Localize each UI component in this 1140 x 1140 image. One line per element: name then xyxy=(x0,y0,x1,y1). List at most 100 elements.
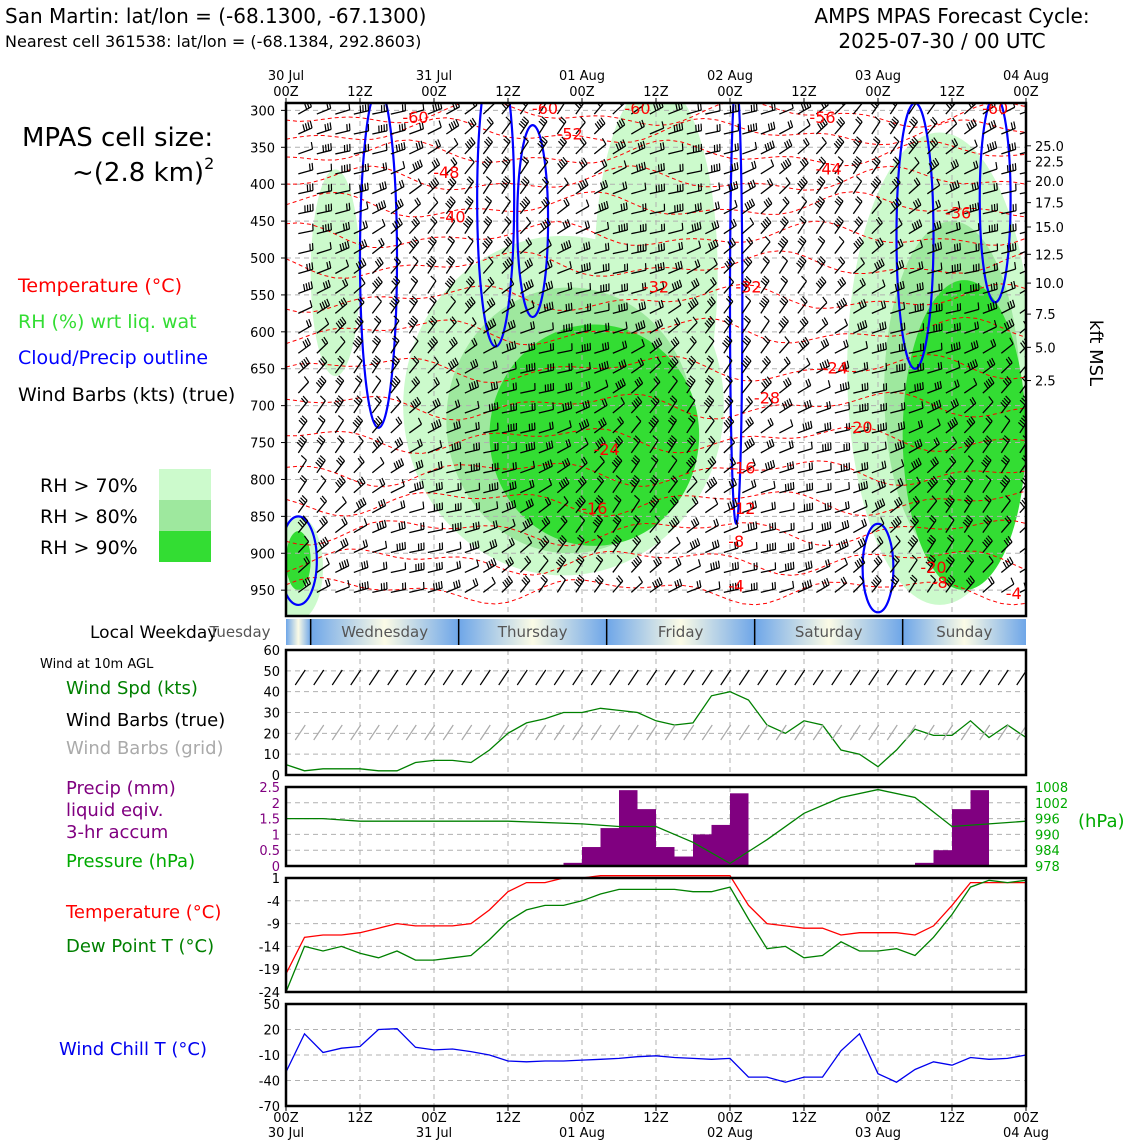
wind-barb xyxy=(575,121,586,135)
panel-y-tick: 30 xyxy=(263,707,280,722)
legend-rh: RH (%) wrt liq. wat xyxy=(18,311,197,333)
wind-barb-feather xyxy=(1003,539,1009,547)
wind-barb-feather xyxy=(505,116,512,123)
wind-barb-feather xyxy=(564,476,570,484)
wind-barb-feather xyxy=(970,103,974,107)
wind-barb-feather xyxy=(373,419,380,427)
surface-wind-barb-grid xyxy=(942,724,954,741)
wind-barb-feather xyxy=(508,575,513,583)
wind-barb-feather xyxy=(911,517,918,524)
wind-barb-feather xyxy=(748,439,753,446)
wind-barb-feather xyxy=(649,479,656,486)
wind-barb-feather xyxy=(624,340,628,348)
wind-barb-feather xyxy=(892,519,898,527)
wind-barb-feather xyxy=(483,160,490,167)
wind-barb-feather xyxy=(896,262,900,270)
wind-barb-feather xyxy=(669,360,676,367)
wind-barb-feather xyxy=(616,121,621,129)
wind-barb xyxy=(686,400,696,414)
wind-barb-feather xyxy=(578,422,583,430)
wind-barb-feather xyxy=(355,337,362,344)
wind-barb-feather xyxy=(447,277,454,284)
bottom-time-label: 12Z xyxy=(791,1111,817,1126)
wind-barb-feather xyxy=(709,435,716,442)
wind-barb xyxy=(963,460,974,474)
wind-barb-feather xyxy=(740,362,747,368)
surface-wind-barb-true xyxy=(535,669,547,686)
wind-barb-feather xyxy=(594,519,600,525)
wind-barb xyxy=(779,508,795,514)
wind-barb-feather xyxy=(597,574,604,581)
wind-barb-feather xyxy=(299,519,305,526)
wind-barb-feather xyxy=(362,258,367,265)
wind-barb-feather xyxy=(640,141,644,149)
wind-barb-feather xyxy=(354,320,361,327)
wind-barb xyxy=(1019,289,1026,295)
wind-barb-feather xyxy=(1018,421,1024,428)
wind-barb-feather xyxy=(746,256,753,263)
wind-barb-feather xyxy=(607,341,610,349)
wind-barb-feather xyxy=(650,499,656,506)
wind-barb-feather xyxy=(400,458,405,466)
wind-barb xyxy=(908,407,924,414)
top-time-label: 00Z xyxy=(569,85,595,100)
wind-barb xyxy=(889,223,903,235)
wind-barb-feather xyxy=(916,476,921,484)
wind-barb xyxy=(556,183,569,195)
wind-barb-feather xyxy=(636,555,643,562)
wind-barb-feather xyxy=(902,440,905,448)
wind-barb-feather xyxy=(694,204,697,212)
wind-barb-feather xyxy=(846,519,850,528)
temperature-contour-label: -24 xyxy=(594,440,620,459)
wind-barb-feather xyxy=(302,341,307,348)
wind-barb-feather xyxy=(706,397,713,404)
wind-barb-feather xyxy=(828,540,831,548)
wind-barb-feather xyxy=(356,318,362,325)
wind-barb-feather xyxy=(577,537,584,543)
wind-barb-feather xyxy=(605,200,609,209)
wind-barb-feather xyxy=(710,563,713,571)
wind-barb-feather xyxy=(913,515,919,522)
wind-barb-feather xyxy=(914,495,920,503)
wind-barb-feather xyxy=(296,441,303,448)
wind-barb-feather xyxy=(394,375,401,382)
wind-barb-feather xyxy=(400,142,404,151)
wind-barb-feather xyxy=(562,478,568,486)
wind-barb-feather xyxy=(546,303,549,311)
wind-barb xyxy=(667,380,678,394)
wind-barb xyxy=(371,301,382,314)
wind-barb-feather xyxy=(614,439,620,446)
wind-barb-feather xyxy=(1001,399,1008,406)
wind-barb-feather xyxy=(336,479,343,486)
wind-barb-feather xyxy=(468,298,474,305)
wind-barb-feather xyxy=(466,300,472,307)
wind-barb-feather xyxy=(430,235,437,242)
wind-barb-feather xyxy=(806,580,810,588)
wind-barb-feather xyxy=(523,156,530,162)
wind-barb xyxy=(815,220,825,235)
wind-barb-feather xyxy=(807,378,812,386)
wind-barb-feather xyxy=(509,300,513,308)
wind-barb-feather xyxy=(315,461,322,468)
wind-barb xyxy=(1000,500,1011,514)
wind-barb-feather xyxy=(354,340,360,346)
weekday-segment xyxy=(310,619,459,645)
wind-barb-feather xyxy=(751,161,755,169)
wind-barb-feather xyxy=(856,116,863,123)
wind-barb-feather xyxy=(544,197,550,204)
wind-barb-feather xyxy=(857,540,862,548)
wind-barb-feather xyxy=(392,337,398,344)
pressure-tick-label: 984 xyxy=(1035,844,1060,859)
wind-barb-feather xyxy=(968,121,973,129)
wind-barb-feather xyxy=(623,359,627,367)
wind-barb-feather xyxy=(804,402,808,410)
weekday-segment xyxy=(754,619,903,645)
wind-barb-feather xyxy=(954,181,958,189)
wind-barb-feather xyxy=(688,437,695,444)
wind-barb-feather xyxy=(459,541,462,549)
bottom-date-label: 31 Jul xyxy=(416,1126,452,1140)
surface-wind-barb-true xyxy=(387,669,399,686)
wind-barb-feather xyxy=(763,295,770,302)
wind-barb-feather xyxy=(706,481,712,489)
